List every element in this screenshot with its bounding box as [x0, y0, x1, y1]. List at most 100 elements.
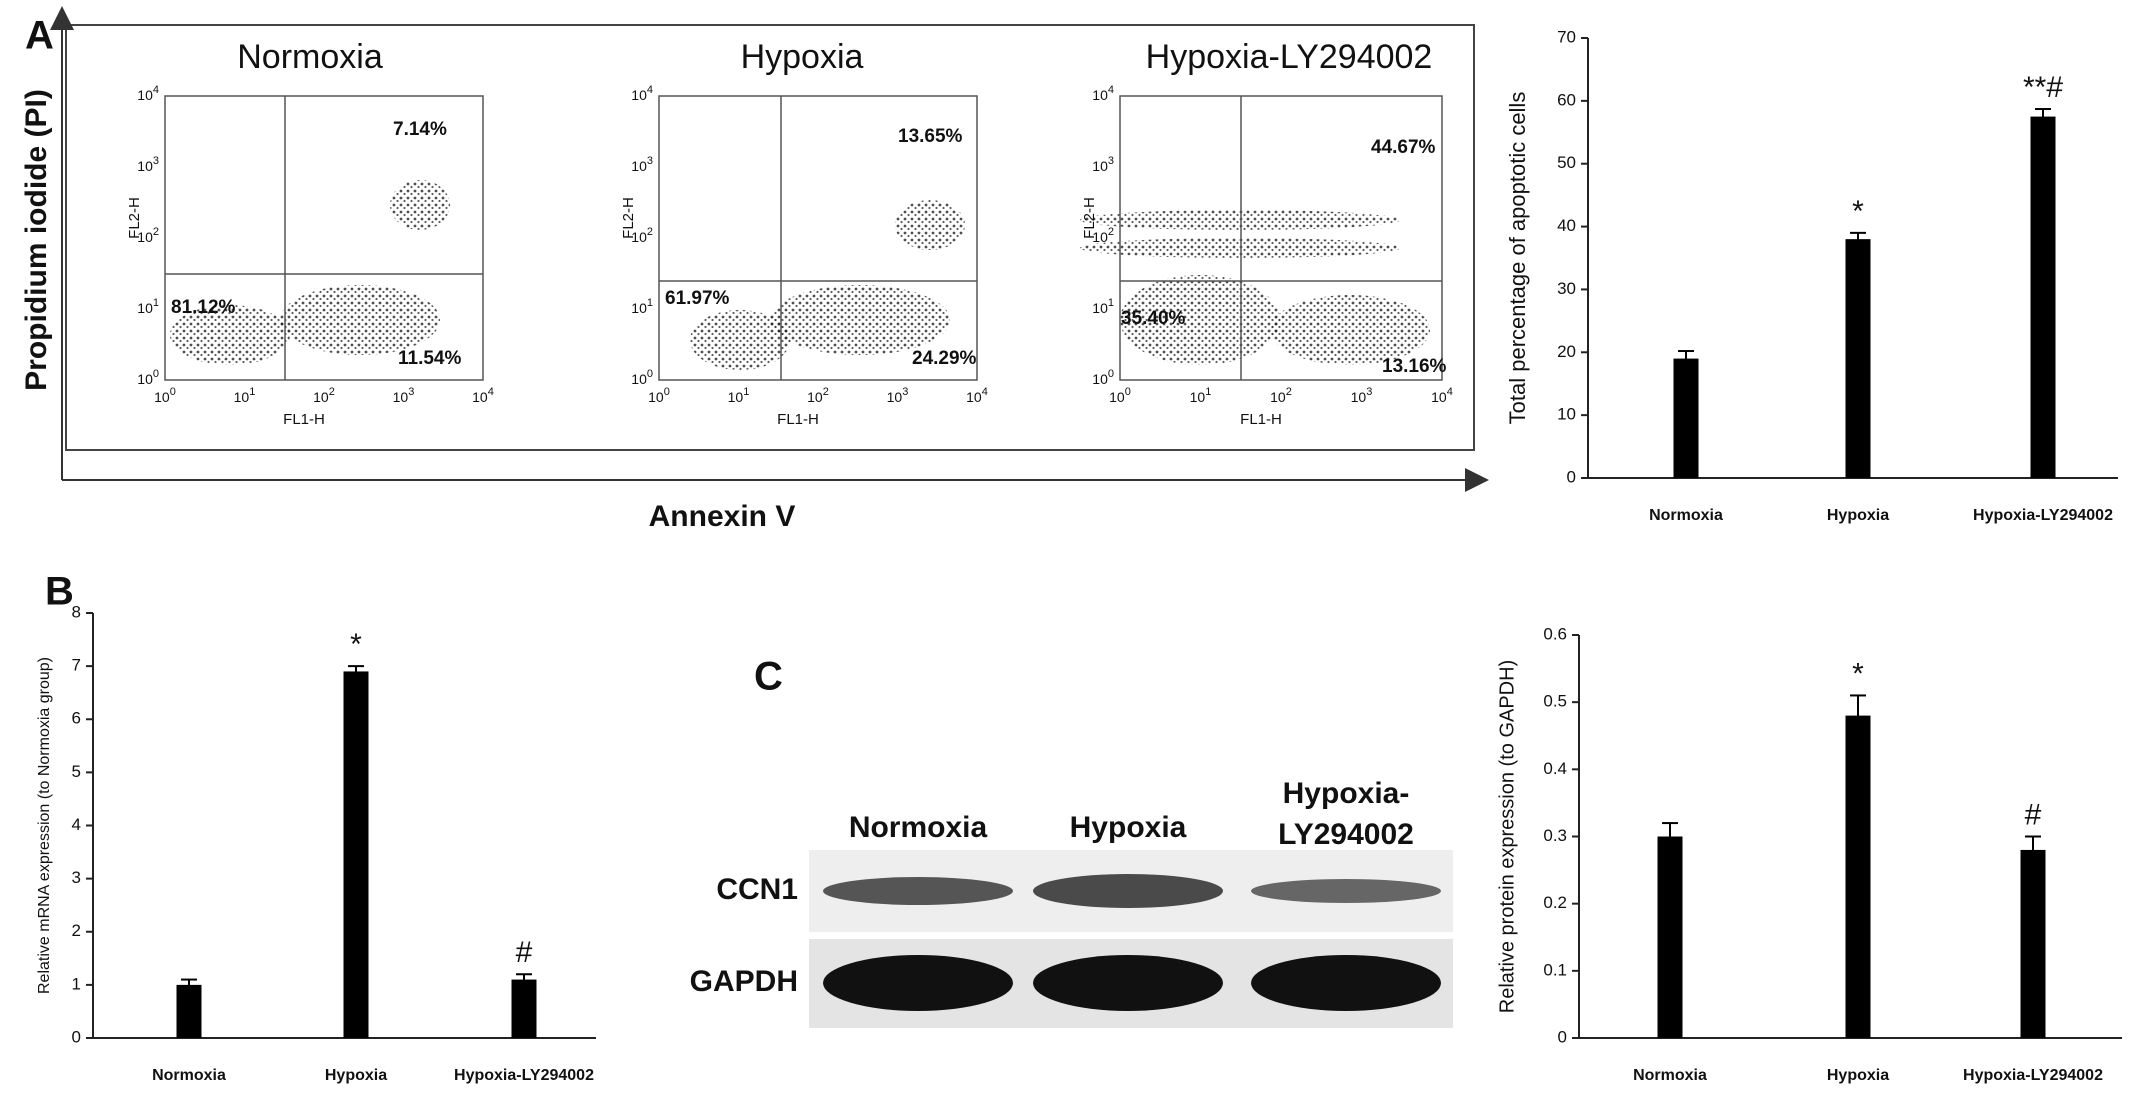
- y-tick-label: 0.5: [1543, 692, 1567, 711]
- bar: [511, 979, 537, 1038]
- y-axis-label: FL2-H: [126, 197, 143, 239]
- quadrant-percent: 7.14%: [393, 119, 447, 140]
- y-tick-label: 101: [631, 297, 653, 316]
- tick-base: 10: [631, 87, 647, 103]
- y-tick-label: 10: [1557, 405, 1576, 424]
- y-axis-title: Relative mRNA expression (to Normoxia gr…: [36, 657, 53, 994]
- cell-cluster: [1080, 238, 1400, 258]
- significance-label: *: [350, 628, 362, 661]
- tick-base: 10: [1431, 389, 1447, 405]
- y-tick-label: 104: [1092, 84, 1114, 103]
- y-tick-label: 102: [631, 226, 653, 245]
- cell-cluster: [390, 180, 450, 230]
- y-tick-label: 0: [72, 1027, 81, 1046]
- lane-label: LY294002: [1278, 818, 1414, 851]
- x-tick-label: 100: [154, 386, 176, 405]
- cell-cluster: [895, 200, 965, 250]
- panel-label: B: [45, 570, 74, 614]
- x-tick-label: 103: [887, 386, 909, 405]
- x-axis-label: FL1-H: [777, 411, 819, 428]
- tick-base: 10: [137, 229, 153, 245]
- lane-label: Hypoxia-: [1283, 777, 1410, 810]
- y-tick-label: 102: [137, 226, 159, 245]
- significance-label: *: [1852, 657, 1864, 690]
- tick-base: 10: [137, 300, 153, 316]
- y-tick-label: 2: [72, 921, 81, 940]
- y-tick-label: 5: [72, 762, 81, 781]
- tick-base: 10: [137, 371, 153, 387]
- x-tick-label: Normoxia: [152, 1067, 226, 1084]
- tick-base: 10: [631, 229, 647, 245]
- tick-base: 10: [631, 300, 647, 316]
- row-label: GAPDH: [690, 965, 798, 998]
- plot-frame: [658, 95, 978, 381]
- y-tick-label: 0.1: [1543, 960, 1567, 979]
- x-axis-label: FL1-H: [1240, 411, 1282, 428]
- tick-exponent: 3: [1108, 155, 1114, 167]
- y-tick-label: 20: [1557, 342, 1576, 361]
- y-tick-label: 103: [631, 155, 653, 174]
- x-tick-label: Normoxia: [1633, 1067, 1707, 1084]
- x-tick-label: Hypoxia: [325, 1067, 387, 1084]
- x-axis-title: Annexin V: [649, 500, 796, 533]
- tick-exponent: 2: [647, 226, 653, 238]
- bar: [2020, 849, 2046, 1038]
- y-tick-label: 0.4: [1543, 759, 1567, 778]
- plot-frame: [164, 95, 484, 381]
- bar: [176, 984, 202, 1038]
- x-tick-label: Hypoxia-LY294002: [1963, 1067, 2103, 1084]
- significance-label: *: [1852, 195, 1864, 228]
- x-tick-label: 101: [1190, 386, 1212, 405]
- tick-base: 10: [1092, 229, 1108, 245]
- lane-label: Normoxia: [849, 811, 988, 844]
- blot-band: [1033, 874, 1223, 908]
- cell-cluster: [1080, 210, 1400, 230]
- plot-title: Hypoxia: [741, 38, 864, 76]
- tick-exponent: 0: [664, 386, 670, 398]
- tick-base: 10: [728, 389, 744, 405]
- bar: [2030, 116, 2056, 479]
- y-tick-label: 0.2: [1543, 893, 1567, 912]
- y-tick-label: 40: [1557, 216, 1576, 235]
- tick-exponent: 3: [1366, 386, 1372, 398]
- tick-base: 10: [393, 389, 409, 405]
- tick-exponent: 2: [329, 386, 335, 398]
- tick-exponent: 3: [902, 386, 908, 398]
- y-tick-label: 0: [1567, 467, 1576, 486]
- x-tick-label: 101: [728, 386, 750, 405]
- y-tick-label: 6: [72, 709, 81, 728]
- y-tick-label: 104: [137, 84, 159, 103]
- bar: [1845, 239, 1871, 478]
- tick-base: 10: [966, 389, 982, 405]
- tick-base: 10: [631, 158, 647, 174]
- tick-exponent: 0: [153, 368, 159, 380]
- quadrant-percent: 44.67%: [1371, 137, 1436, 158]
- x-tick-label: 104: [1431, 386, 1453, 405]
- y-tick-label: 103: [1092, 155, 1114, 174]
- bar: [343, 671, 369, 1038]
- y-axis-label: FL2-H: [620, 197, 637, 239]
- y-tick-label: 101: [1092, 297, 1114, 316]
- tick-exponent: 3: [647, 155, 653, 167]
- tick-base: 10: [887, 389, 903, 405]
- y-tick-label: 30: [1557, 279, 1576, 298]
- y-tick-label: 103: [137, 155, 159, 174]
- y-tick-label: 60: [1557, 90, 1576, 109]
- y-axis-title: Total percentage of apoptotic cells: [1505, 92, 1530, 425]
- tick-exponent: 0: [170, 386, 176, 398]
- tick-base: 10: [137, 87, 153, 103]
- lane-label: Hypoxia: [1070, 811, 1187, 844]
- tick-exponent: 2: [823, 386, 829, 398]
- tick-exponent: 4: [1447, 386, 1453, 398]
- tick-exponent: 3: [153, 155, 159, 167]
- tick-base: 10: [631, 371, 647, 387]
- blot-band: [1251, 955, 1441, 1011]
- quadrant-percent: 35.40%: [1121, 308, 1186, 329]
- tick-base: 10: [154, 389, 170, 405]
- y-tick-label: 1: [72, 974, 81, 993]
- tick-exponent: 1: [153, 297, 159, 309]
- x-tick-label: 102: [313, 386, 335, 405]
- y-tick-label: 100: [137, 368, 159, 387]
- panel-frame: [65, 24, 1475, 451]
